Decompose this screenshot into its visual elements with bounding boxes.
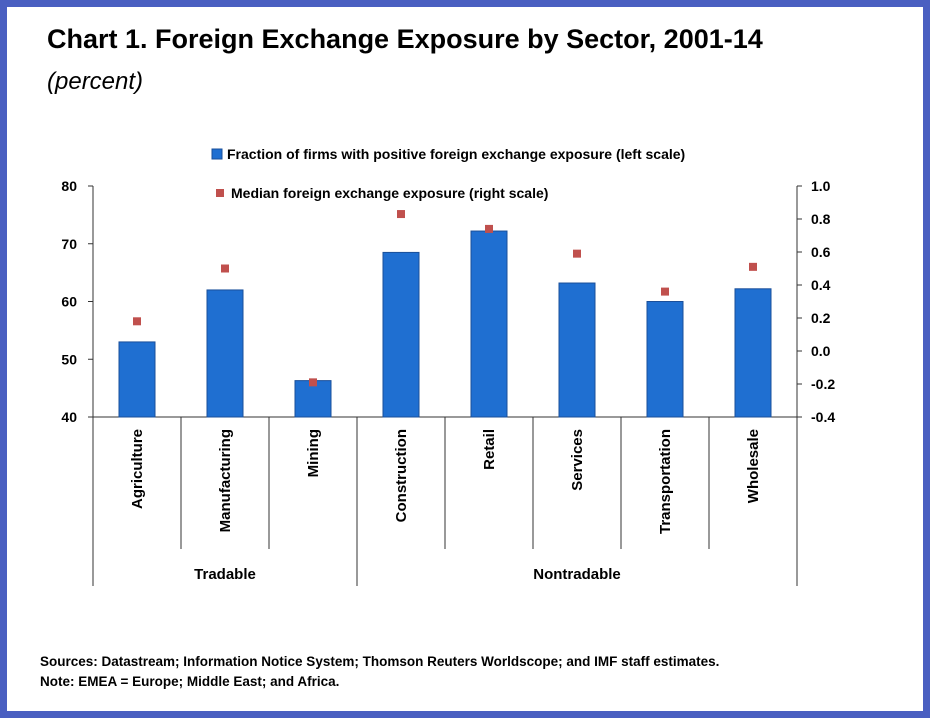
median-point [485,224,493,233]
bar [470,230,508,418]
chart-subtitle: (percent) [47,68,144,95]
median-point [309,378,317,387]
legend-point-swatch [216,189,224,197]
legend-bar-label: Fraction of firms with positive foreign … [227,146,685,162]
right-tick-label: 0.2 [811,310,831,326]
bar [646,301,684,418]
median-point [397,210,405,219]
median-point [749,262,757,271]
group-label: Tradable [194,566,256,583]
bar [294,380,332,418]
category-label: Services [569,429,586,491]
category-label: Transportation [657,429,674,534]
right-tick-label: 0.6 [811,244,831,260]
bars [118,230,772,418]
median-point [221,264,229,273]
sources-text: Sources: Datastream; Information Notice … [40,654,720,669]
left-tick-label: 80 [61,178,77,194]
left-tick-label: 50 [61,351,77,367]
category-labels: Agriculture Manufacturing Mining Constructi… [129,429,762,534]
median-point [133,317,141,326]
chart-title: Chart 1. Foreign Exchange Exposure by Se… [47,24,763,54]
sources-block: Sources: Datastream; Information Notice … [40,652,719,692]
right-tick-label: 0.4 [811,277,831,293]
note-text: Note: EMEA = Europe; Middle East; and Af… [40,674,340,689]
bar [118,341,156,418]
legend: Fraction of firms with positive foreign … [211,146,685,201]
bar [206,289,244,418]
legend-point-label: Median foreign exchange exposure (right … [231,185,548,201]
category-label: Wholesale [745,429,762,503]
category-label: Manufacturing [217,429,234,532]
legend-bar-swatch [211,148,223,160]
right-tick-label: 0.0 [811,343,831,359]
group-label: Nontradable [533,566,621,583]
median-point [661,287,669,296]
left-tick-label: 40 [61,409,77,425]
points [133,210,757,387]
left-tick-label: 60 [61,294,77,310]
category-label: Construction [393,429,410,522]
right-tick-label: 1.0 [811,178,831,194]
bar [734,288,772,418]
axes: 80 70 60 50 40 1.0 0.8 0.6 0.4 0.2 0.0 -0.2 -0.4 Trad… [61,178,835,586]
bar [382,251,420,418]
median-point [573,249,581,258]
left-tick-label: 70 [61,236,77,252]
category-label: Retail [481,429,498,470]
right-tick-label: -0.4 [811,409,835,425]
bar [558,282,596,418]
right-tick-label: -0.2 [811,376,835,392]
right-tick-label: 0.8 [811,211,831,227]
category-label: Mining [305,429,322,477]
category-label: Agriculture [129,429,146,509]
